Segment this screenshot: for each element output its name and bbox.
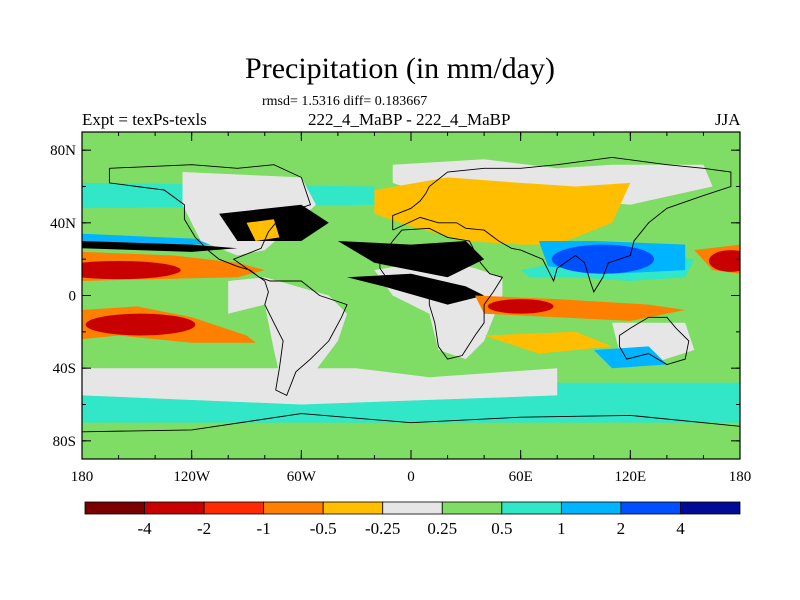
southern-indian-red: [484, 331, 613, 354]
x-tick-label: 120W: [173, 469, 211, 485]
antarctic-green-band: [82, 422, 740, 459]
eurasia-gray: [392, 159, 713, 205]
coastline-3: [618, 316, 690, 365]
south-america-gray: [228, 277, 347, 390]
colorbar-swatch: [84, 501, 145, 515]
colorbar-swatch: [620, 501, 681, 515]
colorbar: -4 -2 -1 -0.5 -0.25 0.25 0.5 1 2 4: [84, 501, 741, 538]
north-america-red: [246, 219, 280, 241]
colorbar-label: 1: [557, 519, 566, 538]
colorbar-label: 0.5: [491, 519, 512, 538]
colorbar-label: 2: [617, 519, 626, 538]
x-tick-label: 180: [729, 469, 752, 485]
y-tick-label: 40S: [53, 361, 76, 377]
x-tick-label: 120E: [614, 469, 646, 485]
indian-ocean-dry-core: [487, 299, 554, 314]
subtitle: 222_4_MaBP - 222_4_MaBP: [308, 110, 511, 129]
left-label: Expt = texPs-texls: [82, 110, 207, 129]
colorbar-label: 0.25: [427, 519, 457, 538]
west-pacific-dry-core: [708, 250, 740, 272]
y-tick-label: 40N: [50, 216, 76, 232]
colorbar-swatch: [501, 501, 562, 515]
map-axes: 180 120W 60W 0 60E 120E 180 80N 40N 0 40S 80S: [50, 131, 752, 485]
southern-indian-blue: [593, 346, 667, 369]
colorbar-label: -1: [257, 519, 271, 538]
y-tick-label: 0: [69, 289, 77, 305]
colorbar-label: -0.5: [310, 519, 337, 538]
x-tick-label: 180: [71, 469, 94, 485]
colorbar-swatch: [441, 501, 503, 515]
coastline-2: [392, 156, 732, 293]
tropical-atlantic-yellow: [347, 273, 485, 305]
right-label: JJA: [715, 110, 741, 129]
coastline-0: [108, 164, 348, 397]
x-tick-label: 0: [407, 469, 415, 485]
monsoon-wet-core: [551, 244, 655, 274]
chart-title: Precipitation (in mm/day): [245, 52, 555, 85]
southern-gray-band: [82, 368, 558, 405]
colorbar-label: -2: [197, 519, 211, 538]
x-tick-label: 60E: [509, 469, 533, 485]
stats-text: rmsd= 1.5316 diff= 0.183667: [262, 94, 428, 109]
pacific-north-dry-band: [82, 260, 181, 280]
colorbar-swatch: [680, 501, 741, 515]
colorbar-swatch: [144, 501, 205, 515]
colorbar-label: 4: [676, 519, 685, 538]
sahara-orange: [337, 241, 485, 278]
colorbar-swatch: [382, 501, 443, 515]
colorbar-swatch: [263, 501, 324, 515]
colorbar-swatch: [560, 501, 622, 515]
coastline-4: [82, 413, 740, 433]
colorbar-label: -0.25: [365, 519, 400, 538]
x-tick-label: 60W: [287, 469, 317, 485]
eurasia-red-region: [374, 177, 631, 245]
colorbar-swatch: [322, 501, 384, 515]
coastline-1: [379, 227, 504, 360]
y-tick-label: 80N: [50, 143, 76, 159]
pacific-south-dry-band: [85, 313, 196, 336]
map-plot-area: [82, 132, 740, 459]
colorbar-swatch: [203, 501, 265, 515]
colorbar-label: -4: [137, 519, 152, 538]
pacific-orange-edge: [82, 241, 238, 252]
y-tick-label: 80S: [53, 434, 76, 450]
